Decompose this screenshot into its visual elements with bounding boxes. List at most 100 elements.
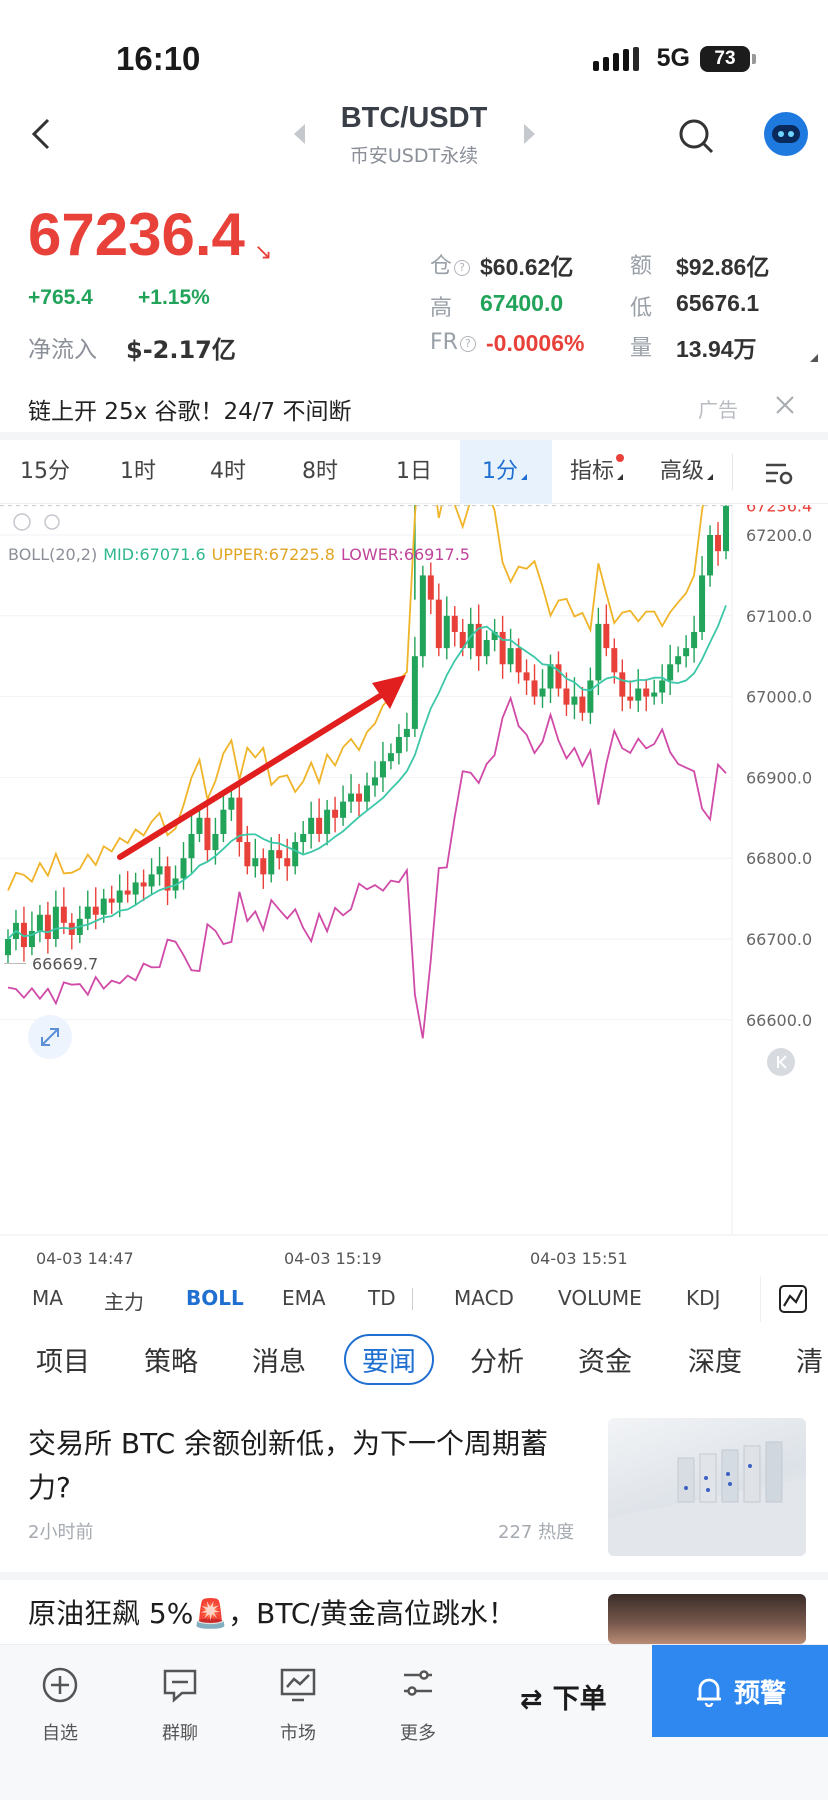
tab-more[interactable]: 清 <box>796 1347 823 1378</box>
candle-body <box>571 696 578 705</box>
tf-4h[interactable]: 4时 <box>210 459 246 484</box>
check-icon <box>13 513 31 531</box>
timeframe-bar: 15分 1时 4时 8时 1日 1分 指标 高级 <box>0 440 828 504</box>
fr-label: FR? <box>430 330 476 355</box>
news-thumbnail <box>608 1594 806 1644</box>
candle-body <box>164 866 171 891</box>
nav-label: 自选 <box>42 1723 78 1744</box>
back-icon[interactable] <box>28 114 58 154</box>
candle-body <box>4 939 11 956</box>
candle-body <box>132 882 139 895</box>
tab-funds[interactable]: 资金 <box>578 1347 632 1378</box>
order-button[interactable]: ⇄ 下单 <box>520 1684 607 1715</box>
chart-settings-icon[interactable] <box>764 460 794 486</box>
tf-8h[interactable]: 8时 <box>302 459 338 484</box>
x-tick-label: 04-03 15:51 <box>530 1249 628 1268</box>
nav-watchlist[interactable]: 自选 <box>20 1665 100 1745</box>
tab-analysis[interactable]: 分析 <box>470 1347 524 1378</box>
candle-body <box>459 631 466 649</box>
candle-body <box>531 680 538 697</box>
tab-strategy[interactable]: 策略 <box>144 1347 198 1378</box>
candle-body <box>499 631 506 665</box>
ind-volume[interactable]: VOLUME <box>558 1286 642 1310</box>
tab-headlines[interactable]: 要闻 <box>344 1334 434 1385</box>
annotation-arrow-line <box>117 688 391 860</box>
kline-chart[interactable]: 67200.0 67100.0 67000.0 66900.0 66800.0 66700… <box>0 505 828 1275</box>
more-icon <box>404 1670 432 1696</box>
ad-text: 链上开 25x 谷歌！24/7 不间断 <box>28 399 352 425</box>
ind-boll[interactable]: BOLL <box>186 1286 244 1310</box>
ad-banner[interactable]: 链上开 25x 谷歌！24/7 不间断 广告 <box>0 380 828 432</box>
header: BTC/USDT 币安USDT永续 <box>0 100 828 180</box>
tf-1d[interactable]: 1日 <box>396 459 432 484</box>
boll-upper-line <box>7 505 704 891</box>
boll-upper: UPPER:67225.8 <box>211 545 335 564</box>
candle-body <box>340 801 347 818</box>
search-icon[interactable] <box>676 116 716 156</box>
y-tick-label: 67000.0 <box>746 688 812 707</box>
ind-macd[interactable]: MACD <box>454 1286 514 1310</box>
candle-body <box>324 809 331 834</box>
candle-body <box>348 793 355 802</box>
news-item[interactable]: 交易所 BTC 余额创新低，为下一个周期蓄力? 2小时前 227 热度 <box>0 1412 828 1572</box>
news-image <box>608 1441 806 1556</box>
news-time: 2小时前 <box>28 1522 94 1543</box>
tf-1m[interactable]: 1分 <box>460 440 552 504</box>
help-icon: ? <box>454 260 471 276</box>
y-tick-label: 67200.0 <box>746 526 812 545</box>
tab-message[interactable]: 消息 <box>252 1347 306 1378</box>
ind-main[interactable]: 主力 <box>104 1290 144 1314</box>
candle-body <box>675 656 682 665</box>
status-bar: 16:10 5G 73 <box>0 0 828 110</box>
candle-body <box>332 809 339 818</box>
next-pair-icon[interactable] <box>524 124 535 144</box>
candle-body <box>140 882 147 887</box>
nav-more[interactable]: 更多 <box>378 1665 458 1745</box>
close-icon[interactable] <box>774 394 796 416</box>
divider <box>412 1288 413 1310</box>
news-title: 交易所 BTC 余额创新低，为下一个周期蓄力? <box>28 1427 549 1504</box>
fr-value: -0.0006% <box>486 330 585 356</box>
signal-icon <box>592 46 639 71</box>
bottom-bar: 自选 群聊 市场 更多 ⇄ 下单 预警 <box>0 1644 828 1800</box>
ind-ema[interactable]: EMA <box>282 1286 326 1310</box>
candle-body <box>268 850 275 875</box>
price-change: +765.4 <box>28 286 93 309</box>
tab-depth[interactable]: 深度 <box>688 1347 742 1378</box>
candle-body <box>579 696 586 713</box>
volume-value: 13.94万 <box>676 336 757 362</box>
ai-assistant-icon[interactable] <box>764 112 808 156</box>
nav-chat[interactable]: 群聊 <box>140 1665 220 1745</box>
candle-body <box>403 728 410 737</box>
ind-ma[interactable]: MA <box>32 1286 63 1310</box>
pair-selector[interactable]: BTC/USDT 币安USDT永续 <box>0 102 828 168</box>
tf-indicators[interactable]: 指标 <box>570 440 624 504</box>
current-price-label: 67236.4 <box>746 505 812 516</box>
candle-body <box>435 599 442 649</box>
tf-15m[interactable]: 15分 <box>20 459 70 484</box>
candle-body <box>691 631 698 649</box>
expand-stats-icon[interactable] <box>810 354 818 362</box>
news-item[interactable]: 原油狂飙 5%🚨，BTC/黄金高位跳水！ <box>0 1588 828 1648</box>
candle-body <box>100 898 107 915</box>
tab-project[interactable]: 项目 <box>36 1347 90 1378</box>
prev-pair-icon[interactable] <box>294 124 305 144</box>
alert-button[interactable]: 预警 <box>652 1645 828 1737</box>
candle-body <box>356 793 363 802</box>
inflow-value: $-2.17亿 <box>126 336 236 364</box>
tf-1h[interactable]: 1时 <box>120 459 156 484</box>
dropdown-icon <box>521 474 527 480</box>
nav-label: 市场 <box>280 1723 316 1744</box>
candle-body <box>427 575 434 600</box>
candle-body <box>108 898 115 903</box>
boll-mid: MID:67071.6 <box>103 545 206 564</box>
draw-tool-icon[interactable] <box>778 1284 808 1314</box>
candle-body <box>515 648 522 673</box>
ind-kdj[interactable]: KDJ <box>686 1286 721 1310</box>
boll-mid-line <box>7 605 727 940</box>
nav-market[interactable]: 市场 <box>258 1665 338 1745</box>
tf-advanced[interactable]: 高级 <box>660 440 714 504</box>
ind-td[interactable]: TD <box>368 1286 396 1310</box>
candle-body <box>252 858 259 867</box>
candle-body <box>236 797 243 843</box>
